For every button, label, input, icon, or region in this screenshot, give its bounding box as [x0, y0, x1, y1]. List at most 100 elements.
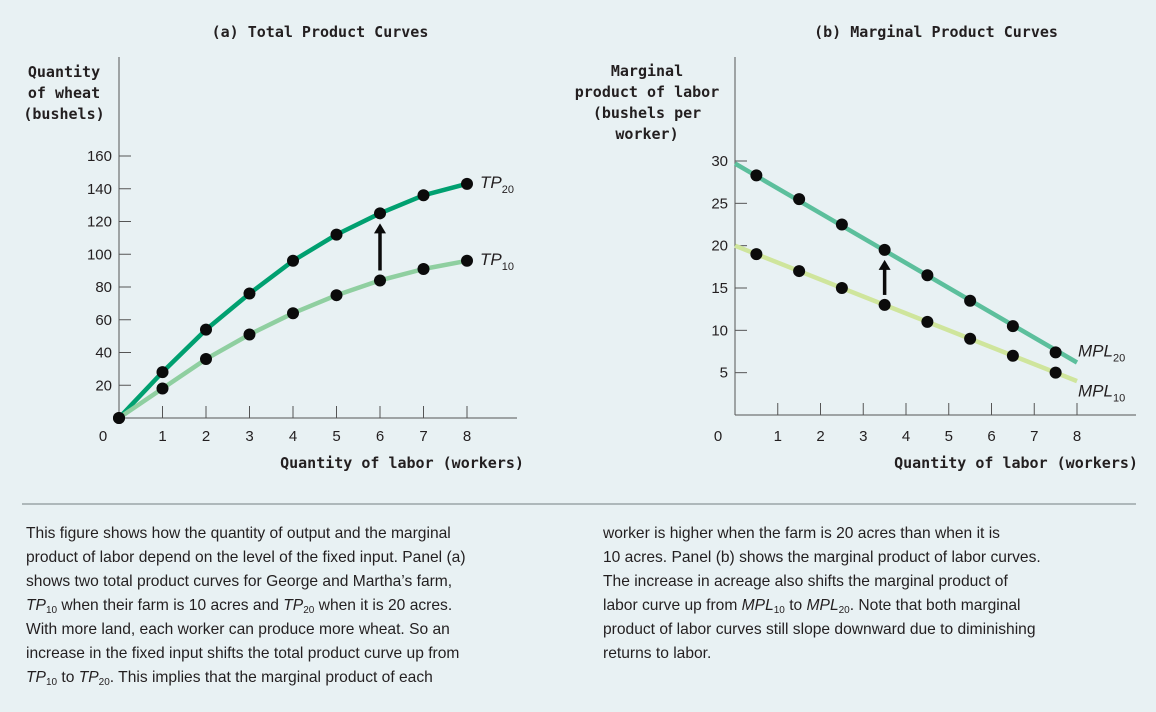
y-axis-label: worker)	[615, 125, 678, 143]
data-point	[287, 307, 299, 320]
data-point	[287, 254, 299, 267]
x-tick-label: 3	[859, 428, 867, 445]
caption-line: product of labor depend on the level of …	[26, 549, 466, 566]
caption-line: With more land, each worker can produce …	[26, 621, 450, 638]
caption-line: product of labor curves still slope down…	[603, 621, 1036, 638]
data-point	[793, 265, 806, 278]
caption-line: returns to labor.	[603, 645, 712, 662]
x-tick-label: 2	[202, 428, 210, 445]
data-point	[878, 298, 891, 311]
caption-line: worker is higher when the farm is 20 acr…	[603, 525, 1000, 542]
data-point	[1006, 320, 1019, 333]
data-point	[921, 315, 934, 328]
panel-b-marginal-product: (b) Marginal Product Curves Marginal produ…	[575, 23, 1138, 472]
series-line-mpl20	[733, 161, 1079, 365]
data-point	[417, 189, 430, 202]
series-label: TP10	[480, 250, 514, 273]
x-tick-label: 7	[419, 428, 427, 445]
data-point	[417, 262, 430, 275]
y-tick-label: 20	[711, 238, 728, 255]
data-point	[964, 294, 977, 307]
data-point	[330, 289, 343, 302]
y-tick-label: 10	[711, 322, 728, 339]
series-label: MPL10	[1078, 382, 1125, 405]
data-point	[835, 218, 848, 231]
data-point	[113, 412, 125, 424]
y-tick-label: 100	[87, 246, 112, 263]
data-point	[750, 248, 763, 261]
x-tick-label: 8	[463, 428, 471, 445]
x-tick-label: 4	[902, 428, 910, 445]
y-tick-label: 20	[95, 377, 112, 394]
data-point	[921, 269, 934, 282]
data-point	[1049, 346, 1062, 359]
caption-line: This figure shows how the quantity of ou…	[26, 525, 451, 542]
y-tick-label: 25	[711, 195, 728, 212]
origin-label: 0	[714, 428, 722, 445]
x-tick-label: 7	[1030, 428, 1038, 445]
shift-arrow-head	[878, 259, 891, 270]
y-axis-label: Marginal	[611, 62, 683, 80]
x-tick-label: 8	[1073, 428, 1081, 445]
x-tick-label: 3	[245, 428, 253, 445]
data-point	[1006, 349, 1019, 362]
data-point	[1049, 366, 1062, 379]
data-point	[330, 228, 343, 241]
y-tick-label: 40	[95, 345, 112, 362]
x-tick-label: 4	[289, 428, 297, 445]
y-axis-label: Quantity	[28, 63, 100, 81]
data-point	[750, 169, 763, 182]
x-tick-label: 6	[376, 428, 384, 445]
panel-a-total-product: (a) Total Product Curves Quantity of wheat…	[23, 23, 524, 472]
caption-left: This figure shows how the quantity of ou…	[26, 522, 566, 690]
y-tick-label: 120	[87, 214, 112, 231]
caption-line: increase in the fixed input shifts the t…	[26, 645, 460, 662]
caption-line: 10 acres. Panel (b) shows the marginal p…	[603, 549, 1041, 566]
y-tick-label: 140	[87, 181, 112, 198]
x-tick-label: 6	[987, 428, 995, 445]
y-tick-label: 5	[720, 365, 728, 382]
data-point	[156, 366, 169, 379]
y-tick-label: 60	[95, 312, 112, 329]
data-point	[243, 287, 256, 300]
series-label: MPL20	[1078, 341, 1125, 364]
data-point	[878, 243, 891, 256]
origin-label: 0	[99, 428, 107, 445]
data-point	[374, 207, 386, 220]
data-point	[200, 323, 212, 336]
y-tick-label: 15	[711, 280, 728, 297]
data-point	[374, 274, 386, 287]
data-point	[461, 254, 473, 267]
data-point	[964, 332, 977, 345]
x-tick-label: 5	[332, 428, 340, 445]
chart-title: (b) Marginal Product Curves	[814, 23, 1058, 41]
x-tick-label: 2	[816, 428, 824, 445]
x-tick-label: 1	[158, 428, 166, 445]
caption-line: shows two total product curves for Georg…	[26, 573, 453, 590]
caption-line: TP10 when their farm is 10 acres and TP2…	[26, 597, 453, 616]
data-point	[461, 177, 473, 190]
data-point	[835, 282, 848, 294]
caption-line: The increase in acreage also shifts the …	[603, 573, 1008, 590]
y-axis-label: product of labor	[575, 83, 720, 101]
y-axis-label: of wheat	[28, 84, 100, 102]
data-point	[793, 193, 806, 206]
series-label: TP20	[480, 173, 514, 196]
y-axis-label: (bushels)	[23, 105, 104, 123]
y-tick-label: 30	[711, 153, 728, 170]
x-axis-label: Quantity of labor (workers)	[280, 454, 524, 472]
data-point	[156, 382, 169, 395]
x-tick-label: 1	[774, 428, 782, 445]
x-tick-label: 5	[945, 428, 953, 445]
x-axis-label: Quantity of labor (workers)	[894, 454, 1138, 472]
chart-title: (a) Total Product Curves	[212, 23, 429, 41]
caption-right: worker is higher when the farm is 20 acr…	[603, 522, 1143, 666]
data-point	[200, 353, 212, 366]
shift-arrow-head	[374, 223, 386, 234]
data-point	[243, 328, 256, 341]
y-tick-label: 160	[87, 148, 112, 165]
series-line-mpl10	[734, 243, 1078, 384]
y-axis-label: (bushels per	[593, 104, 701, 122]
